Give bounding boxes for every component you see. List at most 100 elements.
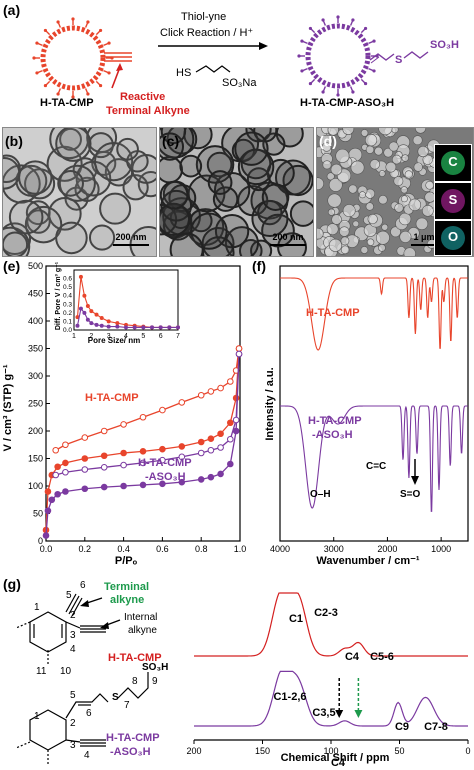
g-num-t1: 1 xyxy=(34,602,40,613)
e-xtick-label-4: 0.8 xyxy=(195,544,208,554)
e-point-0-4 xyxy=(62,459,69,467)
g-num-t2: 2 xyxy=(70,610,76,621)
e-inset-point-1-6 xyxy=(99,323,104,328)
e-point-3-13 xyxy=(52,471,60,479)
e-point-2-15 xyxy=(232,427,240,435)
e-point-3-9 xyxy=(120,461,127,469)
tem-image-b: 200 nm xyxy=(2,127,157,257)
e-ytick-label-10: 500 xyxy=(28,261,43,271)
e-point-0-8 xyxy=(139,448,147,455)
e-inset-point-1-15 xyxy=(176,325,180,330)
eds-map-c: C xyxy=(434,144,472,182)
structure-top xyxy=(15,593,106,664)
g-num-t3: 3 xyxy=(70,630,76,641)
e-point-0-12 xyxy=(207,435,215,442)
e-label-purple-2: -ASO₃H xyxy=(145,471,186,483)
e-inset-point-0-3 xyxy=(85,304,90,308)
e-inset-point-0-5 xyxy=(94,312,99,317)
g-s-atom: S xyxy=(112,692,119,703)
e-point-1-5 xyxy=(197,391,205,399)
panel-c-label: (c) xyxy=(162,133,180,149)
g-terminal-1: Terminal xyxy=(104,581,149,593)
e-inset-point-1-5 xyxy=(94,322,99,327)
left-name: H-TA-CMP xyxy=(40,97,94,109)
e-point-1-7 xyxy=(159,406,166,414)
e-point-3-7 xyxy=(159,456,166,464)
e-ytick-label-8: 400 xyxy=(28,316,43,326)
reactive-line2: Terminal Alkyne xyxy=(106,105,190,117)
e-xlabel: P/Pₒ xyxy=(115,555,138,567)
e-point-2-1 xyxy=(44,507,52,515)
f-ann-so: S=O xyxy=(400,489,421,500)
e-point-3-10 xyxy=(100,464,108,471)
structure-bottom xyxy=(15,672,149,764)
e-inset-xtick-2: 3 xyxy=(107,333,111,340)
f-xlabel: Wavenumber / cm⁻¹ xyxy=(316,555,420,567)
e-inset-point-1-4 xyxy=(89,321,94,326)
e-point-3-2 xyxy=(227,435,234,443)
g-peak-t-c23: C2-3 xyxy=(314,607,338,619)
product-s: S xyxy=(395,54,402,66)
e-point-1-3 xyxy=(217,384,224,392)
g-num-b2: 2 xyxy=(70,718,76,729)
f-bottom-label-1: H-TA-CMP xyxy=(308,415,362,427)
e-point-3-11 xyxy=(81,466,89,473)
e-point-1-6 xyxy=(178,399,186,406)
f-series-1 xyxy=(279,405,468,512)
e-point-1-10 xyxy=(100,427,108,435)
g-num-t6: 6 xyxy=(80,580,86,591)
panel-b-label: (b) xyxy=(5,133,23,149)
g-num-t5: 5 xyxy=(66,590,72,601)
e-ytick-label-5: 250 xyxy=(28,399,43,409)
g-internal-1: Internal xyxy=(124,612,157,623)
e-point-0-1 xyxy=(44,488,52,495)
g-peak-b-c126: C1-2,6 xyxy=(273,691,306,703)
e-point-2-6 xyxy=(100,483,108,491)
g-bottom-name-2: -ASO₃H xyxy=(110,746,151,758)
e-point-2-14 xyxy=(227,460,234,468)
e-inset-point-0-6 xyxy=(99,316,104,320)
e-point-2-4 xyxy=(62,488,69,495)
g-num-b5: 5 xyxy=(70,690,76,701)
e-inset-point-1-1 xyxy=(78,306,83,311)
e-inset-point-0-8 xyxy=(115,321,120,326)
g-bottom-name-1: H-TA-CMP xyxy=(106,732,160,744)
g-peak-t-c4: C4 xyxy=(345,651,360,663)
e-point-0-6 xyxy=(100,452,108,460)
e-point-1-9 xyxy=(120,421,127,428)
g-series-0 xyxy=(194,592,468,657)
e-inset-ytick-5: 0.5 xyxy=(63,284,72,291)
e-point-3-3 xyxy=(217,444,224,451)
g-peak-b-c9: C9 xyxy=(395,721,409,733)
e-inset-point-1-11 xyxy=(141,325,146,330)
e-inset-point-1-0 xyxy=(75,323,80,328)
e-point-0-10 xyxy=(178,443,186,450)
g-num-t4: 4 xyxy=(70,644,76,655)
e-point-0-9 xyxy=(159,445,166,453)
e-ytick-label-9: 450 xyxy=(28,289,43,299)
e-inset-xlabel: Pore Size/ nm xyxy=(88,336,140,345)
e-inset-frame xyxy=(73,269,179,331)
e-point-0-14 xyxy=(227,419,234,427)
g-series-1 xyxy=(194,670,469,727)
e-point-3-1 xyxy=(232,416,240,424)
g-peak-t-c1: C1 xyxy=(289,613,303,625)
e-inset-point-1-10 xyxy=(132,325,137,330)
e-ytick-label-3: 150 xyxy=(28,454,43,464)
g-num-b3: 3 xyxy=(70,740,76,751)
e-inset-point-1-3 xyxy=(85,317,90,322)
f-xtick-label-1: 3000 xyxy=(324,544,344,554)
e-point-2-0 xyxy=(42,532,50,539)
e-point-0-5 xyxy=(81,455,89,462)
e-point-2-13 xyxy=(217,470,224,478)
g-num-b7: 7 xyxy=(124,700,130,711)
g-peak-b-c35: C3,5 xyxy=(312,707,335,719)
e-inset-xtick-5: 6 xyxy=(159,333,163,340)
e-inset-point-1-7 xyxy=(106,324,111,329)
e-point-1-8 xyxy=(139,413,147,421)
reaction-line2: Click Reaction / H⁺ xyxy=(160,27,253,39)
eds-label-o: O xyxy=(447,229,459,244)
e-point-2-2 xyxy=(48,496,56,504)
e-label-red: H-TA-CMP xyxy=(85,392,139,404)
e-point-0-7 xyxy=(120,449,127,457)
